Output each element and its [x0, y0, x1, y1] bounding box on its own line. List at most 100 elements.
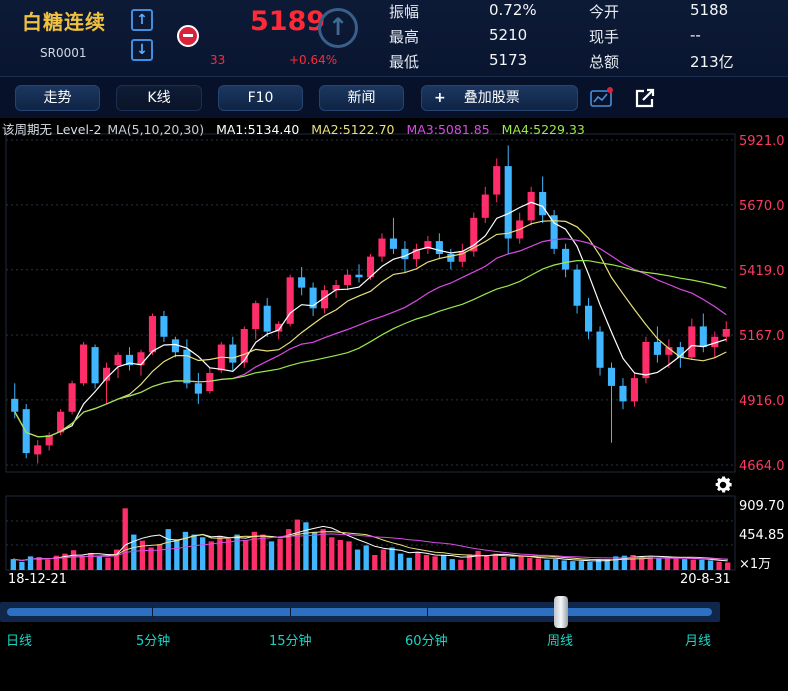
period-daily[interactable]: 日线: [6, 634, 33, 649]
price-tick-label: 5419.0: [739, 264, 785, 279]
quote-value-low: 5173: [489, 51, 528, 69]
volume-bar: [440, 555, 447, 570]
volume-bar: [527, 557, 533, 570]
volume-bar: [630, 555, 636, 570]
up-circle-icon: ↑: [318, 8, 358, 48]
candle-body: [630, 378, 639, 402]
volume-bar: [260, 534, 266, 570]
price-tick-label: 5670.0: [739, 199, 785, 214]
candle-body: [676, 347, 684, 358]
indicator-icon[interactable]: [590, 87, 614, 109]
candle-body: [573, 269, 581, 306]
gear-icon[interactable]: [712, 474, 734, 496]
volume-average-lines: [13, 525, 728, 562]
volume-bar: [716, 561, 722, 570]
candle-body: [332, 285, 340, 291]
ma2-line: [14, 220, 727, 438]
period-60min[interactable]: 60分钟: [405, 634, 448, 649]
plus-icon: +: [434, 90, 446, 106]
volume-bar: [354, 549, 361, 570]
kline-chart[interactable]: 5921.0 5670.0 5419.0 5167.0 4916.0 4664.0 909…: [0, 118, 788, 596]
ma2-value: MA2:5122.70: [311, 122, 395, 137]
tab-trend[interactable]: 走势: [15, 85, 100, 111]
add-stock-label: 叠加股票: [463, 90, 520, 106]
candle-body: [458, 251, 466, 262]
candle-body: [57, 411, 65, 433]
candle-body: [619, 385, 627, 402]
candle-body: [80, 344, 88, 384]
volume-bar: [397, 553, 404, 570]
volume-axis-labels: 909.70 454.85 ×1万: [739, 499, 785, 572]
volume-bar: [27, 556, 34, 570]
candle-body: [596, 331, 604, 368]
volume-bar: [329, 537, 335, 570]
add-stock-button[interactable]: + 叠加股票: [421, 85, 578, 111]
volume-bar: [320, 529, 326, 570]
volume-bar: [191, 534, 197, 570]
candle-body: [481, 194, 489, 218]
volume-bar: [664, 557, 671, 570]
quote-value-amplitude: 0.72%: [489, 1, 537, 19]
candle-body: [424, 241, 432, 249]
volume-bar: [53, 555, 60, 570]
volume-bar: [199, 537, 206, 570]
quote-label-high: 最高: [389, 28, 420, 46]
candle-body: [183, 349, 191, 384]
volume-bar: [113, 549, 120, 570]
period-weekly[interactable]: 周线: [547, 634, 574, 649]
candle-body: [252, 303, 260, 330]
tab-f10[interactable]: F10: [218, 85, 303, 111]
candle-body: [11, 398, 19, 412]
quote-value-high: 5210: [489, 26, 528, 44]
quote-value-current-lot: --: [690, 26, 701, 44]
up-arrow-icon[interactable]: ↑: [131, 9, 153, 31]
tab-news[interactable]: 新闻: [319, 85, 404, 111]
volume-bar: [19, 561, 25, 570]
candle-body: [263, 305, 271, 332]
volume-bar: [570, 561, 576, 570]
candle-body: [412, 248, 420, 260]
volume-bar: [380, 549, 387, 570]
volume-bar: [337, 540, 344, 570]
volume-bar: [45, 559, 51, 570]
share-icon[interactable]: [634, 87, 658, 109]
tab-kline[interactable]: K线: [116, 85, 202, 111]
period-track[interactable]: [7, 608, 712, 616]
volume-bar: [595, 559, 602, 570]
price-axis-labels: 5921.0 5670.0 5419.0 5167.0 4916.0 4664.0: [739, 134, 785, 474]
volume-bar: [268, 541, 275, 570]
volume-bar: [156, 544, 163, 570]
volume-bar: [303, 522, 309, 570]
candle-body: [642, 341, 650, 379]
volume-bar: [458, 559, 464, 570]
volume-bar: [475, 550, 481, 570]
period-5min[interactable]: 5分钟: [136, 634, 171, 649]
candle-body: [160, 316, 168, 337]
candle-body: [665, 347, 673, 355]
down-arrow-icon[interactable]: ↓: [131, 39, 153, 61]
candle-body: [653, 341, 661, 355]
candle-body: [34, 445, 42, 455]
volume-bar: [139, 540, 146, 570]
period-15min[interactable]: 15分钟: [269, 634, 312, 649]
remove-icon[interactable]: [177, 25, 199, 47]
price-tick-label: 5167.0: [739, 329, 785, 344]
volume-bar: [225, 538, 232, 570]
candle-body: [137, 352, 145, 366]
volume-bar: [466, 554, 473, 570]
price-tick-label: 4916.0: [739, 394, 785, 409]
period-monthly[interactable]: 月线: [685, 634, 712, 649]
period-slider-handle[interactable]: [554, 596, 568, 628]
candle-body: [539, 191, 547, 216]
volume-bar: [363, 545, 369, 570]
x-axis-start-label: 18-12-21: [8, 572, 68, 587]
volume-bar: [96, 556, 103, 570]
candle-body: [470, 217, 478, 252]
quote-label-turnover: 总额: [589, 53, 620, 71]
volume-bar: [148, 547, 154, 570]
symbol-name: 白糖连续: [22, 10, 106, 34]
candle-body: [711, 336, 719, 348]
candle-body: [275, 323, 283, 332]
candle-body: [91, 347, 99, 384]
volume-bar: [509, 558, 516, 570]
